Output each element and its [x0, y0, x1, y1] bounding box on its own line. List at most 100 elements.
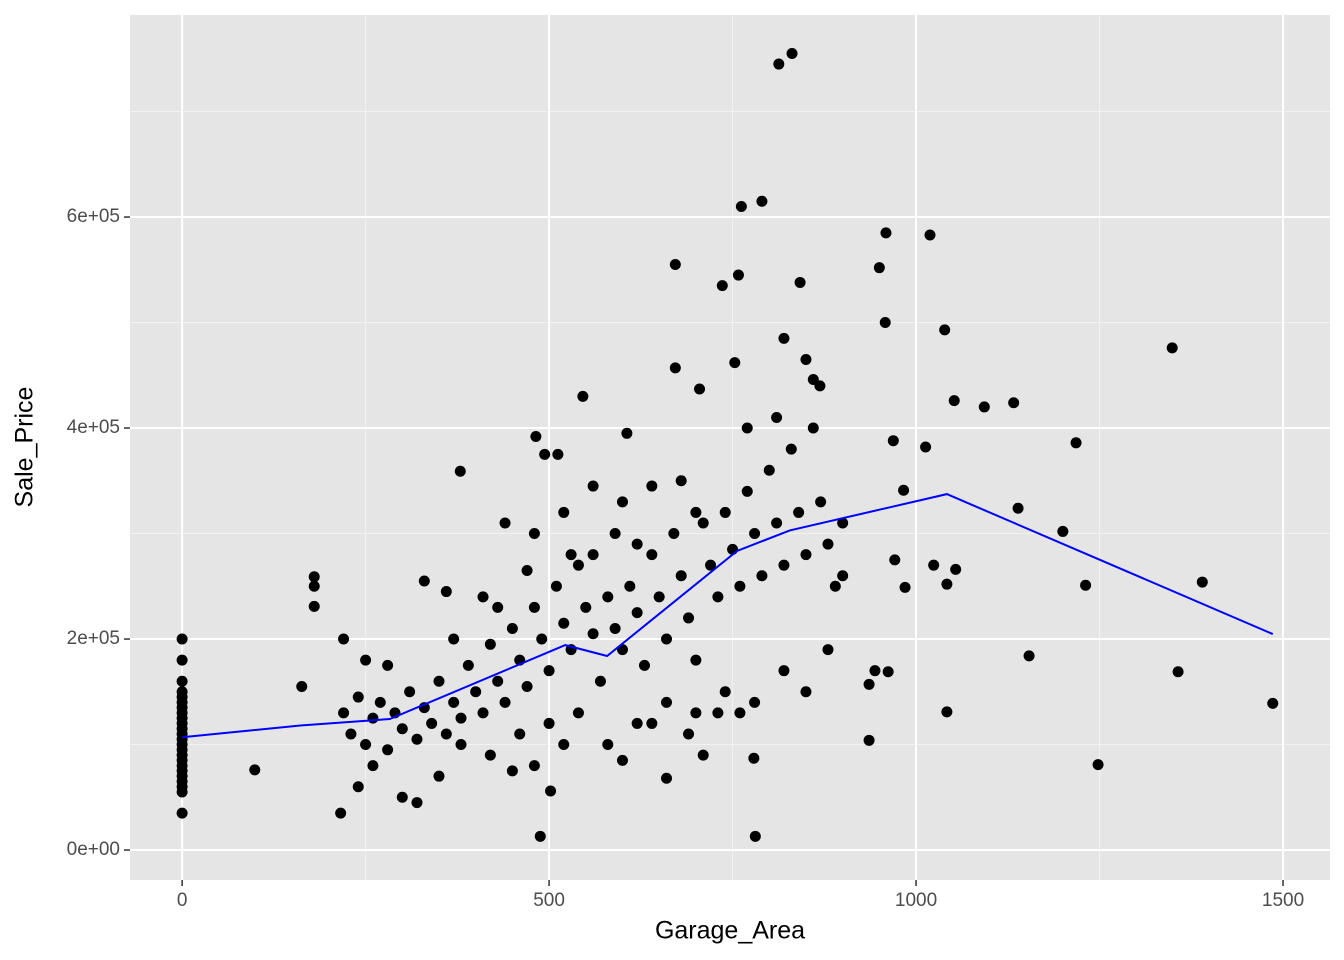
- point: [521, 681, 533, 693]
- point: [800, 549, 812, 561]
- point: [335, 807, 347, 819]
- point: [661, 633, 673, 645]
- point: [1012, 502, 1024, 514]
- point: [624, 580, 636, 592]
- point: [763, 464, 775, 476]
- point: [889, 554, 901, 566]
- point: [837, 570, 849, 582]
- point: [793, 506, 805, 518]
- point: [492, 601, 504, 613]
- x-tick-label: 0: [177, 890, 188, 911]
- point: [587, 628, 599, 640]
- point: [536, 633, 548, 645]
- point: [829, 580, 841, 592]
- point: [484, 749, 496, 761]
- panel: [130, 15, 1330, 880]
- point: [572, 559, 584, 571]
- point: [539, 448, 551, 460]
- point: [448, 633, 460, 645]
- point: [565, 549, 577, 561]
- point: [732, 269, 744, 281]
- point: [694, 383, 706, 395]
- point: [815, 496, 827, 508]
- y-tick-label: 0e+00: [67, 839, 120, 860]
- point: [807, 422, 819, 434]
- point: [499, 696, 511, 708]
- point: [176, 654, 188, 666]
- point: [176, 786, 188, 798]
- point: [528, 528, 540, 540]
- point: [577, 390, 589, 402]
- point: [756, 195, 768, 207]
- point: [734, 580, 746, 592]
- point: [661, 696, 673, 708]
- point: [382, 659, 394, 671]
- point: [455, 739, 467, 751]
- point: [455, 712, 467, 724]
- point: [748, 752, 760, 764]
- point: [1023, 650, 1035, 662]
- point: [712, 707, 724, 719]
- point: [594, 675, 606, 687]
- point: [675, 475, 687, 487]
- point: [558, 739, 570, 751]
- point: [749, 528, 761, 540]
- point: [558, 506, 570, 518]
- point: [602, 739, 614, 751]
- point: [941, 578, 953, 590]
- point: [1172, 666, 1184, 678]
- point: [697, 517, 709, 529]
- point: [669, 362, 681, 374]
- point: [499, 517, 511, 529]
- point: [653, 591, 665, 603]
- point: [1166, 342, 1178, 354]
- point: [545, 785, 557, 797]
- point: [863, 734, 875, 746]
- point: [778, 332, 790, 344]
- point: [948, 395, 960, 407]
- point: [887, 435, 899, 447]
- point: [741, 422, 753, 434]
- point: [382, 744, 394, 756]
- point: [749, 830, 761, 842]
- point: [308, 571, 320, 583]
- point: [454, 465, 466, 477]
- point: [822, 538, 834, 550]
- point: [404, 686, 416, 698]
- point: [719, 686, 731, 698]
- point: [534, 830, 546, 842]
- point: [374, 696, 386, 708]
- point: [734, 707, 746, 719]
- point: [899, 581, 911, 593]
- point: [530, 430, 542, 442]
- point: [800, 353, 812, 365]
- point: [521, 564, 533, 576]
- point: [800, 686, 812, 698]
- point: [609, 622, 621, 634]
- point: [360, 739, 372, 751]
- point: [786, 48, 798, 60]
- point: [924, 229, 936, 241]
- point: [352, 781, 364, 793]
- x-tick-label: 500: [533, 890, 565, 911]
- point: [308, 580, 320, 592]
- point: [602, 591, 614, 603]
- point: [683, 728, 695, 740]
- point: [773, 58, 785, 70]
- point: [735, 200, 747, 212]
- point: [440, 728, 452, 740]
- point: [587, 480, 599, 492]
- point: [426, 717, 438, 729]
- point: [869, 665, 881, 677]
- point: [550, 580, 562, 592]
- point: [1267, 697, 1279, 709]
- point: [616, 754, 628, 766]
- point: [528, 601, 540, 613]
- point: [822, 644, 834, 656]
- point: [727, 543, 739, 555]
- point: [543, 717, 555, 729]
- point: [646, 480, 658, 492]
- point: [616, 496, 628, 508]
- point: [683, 612, 695, 624]
- point: [367, 712, 379, 724]
